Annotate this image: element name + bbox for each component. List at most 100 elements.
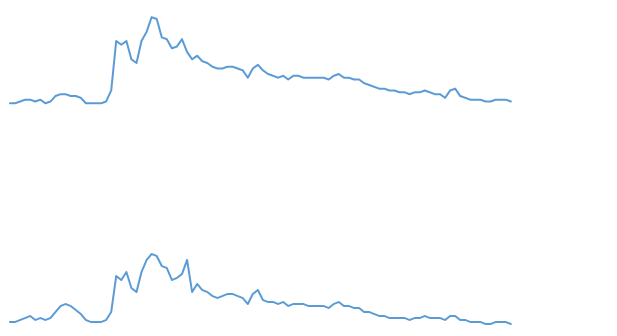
data-point (247, 77, 249, 79)
data-point (510, 100, 512, 103)
data-point (146, 31, 148, 33)
data-point (201, 60, 203, 62)
data-point (393, 89, 396, 92)
data-point (368, 311, 370, 313)
data-point (29, 99, 31, 101)
data-point (166, 267, 168, 269)
data-point (424, 315, 426, 317)
data-point (186, 51, 188, 53)
data-point (318, 305, 320, 307)
data-point (323, 305, 325, 307)
data-point (292, 75, 294, 77)
data-point (414, 91, 416, 93)
data-point (115, 275, 117, 277)
data-point (358, 307, 360, 309)
data-point (439, 317, 441, 319)
data-point (302, 77, 304, 79)
data-point (24, 99, 26, 101)
data-point (237, 67, 239, 70)
data-point (80, 97, 82, 99)
data-point (19, 319, 21, 321)
data-point (500, 321, 502, 323)
data-point (39, 99, 42, 101)
data-point (439, 93, 441, 95)
data-point (166, 38, 168, 40)
data-point (125, 40, 127, 42)
data-point (398, 317, 401, 319)
data-point (65, 93, 67, 95)
data-point (90, 102, 92, 104)
data-point (262, 299, 264, 301)
data-point (368, 84, 370, 86)
data-point (191, 291, 193, 293)
series-line (9, 253, 512, 325)
data-point (495, 99, 497, 101)
data-point (60, 93, 62, 95)
data-point (424, 89, 426, 92)
data-point (500, 99, 502, 101)
data-point (44, 319, 47, 321)
chart-series-top (9, 16, 512, 105)
data-point (267, 301, 269, 303)
data-point (454, 88, 456, 90)
data-point (277, 303, 279, 305)
data-point (120, 279, 122, 281)
data-point (434, 317, 436, 319)
data-point (358, 78, 360, 81)
data-point (409, 319, 411, 321)
data-point (151, 253, 153, 255)
chart-series-bottom (9, 253, 512, 325)
data-point (65, 303, 67, 305)
data-point (39, 317, 42, 319)
data-point (201, 289, 203, 291)
data-point (495, 321, 497, 323)
data-point (307, 77, 310, 79)
data-point (257, 64, 259, 66)
data-point (333, 303, 335, 305)
data-point (388, 89, 390, 92)
data-point (454, 315, 456, 317)
data-point (474, 321, 476, 323)
data-point (75, 95, 77, 97)
data-point (388, 317, 390, 319)
data-point (490, 100, 492, 103)
data-point (151, 16, 153, 18)
data-point (404, 91, 406, 93)
data-point (282, 75, 284, 77)
data-point (130, 287, 132, 289)
data-point (70, 95, 72, 97)
data-point (161, 265, 163, 267)
data-point (120, 44, 122, 46)
data-point (469, 321, 471, 323)
data-point (105, 319, 107, 321)
data-point (383, 88, 385, 90)
data-point (398, 91, 401, 93)
data-point (479, 321, 482, 323)
data-point (363, 311, 365, 313)
data-point (373, 86, 375, 88)
data-point (404, 317, 406, 319)
data-point (60, 305, 62, 307)
data-point (419, 317, 421, 319)
data-point (429, 317, 431, 319)
data-point (419, 91, 421, 93)
data-point (105, 100, 107, 103)
data-point (135, 291, 138, 293)
data-point (363, 82, 365, 84)
data-point (156, 255, 158, 257)
data-point (24, 317, 26, 319)
data-point (267, 73, 269, 75)
data-point (459, 95, 461, 97)
data-point (232, 293, 234, 295)
data-point (226, 293, 229, 295)
data-point (343, 305, 345, 307)
data-point (434, 93, 436, 95)
data-point (9, 321, 11, 323)
data-point (312, 77, 315, 79)
series-line (9, 16, 512, 105)
data-point (262, 69, 264, 71)
data-point (9, 102, 11, 104)
data-point (333, 75, 335, 77)
data-point (348, 77, 350, 79)
data-point (206, 291, 208, 293)
